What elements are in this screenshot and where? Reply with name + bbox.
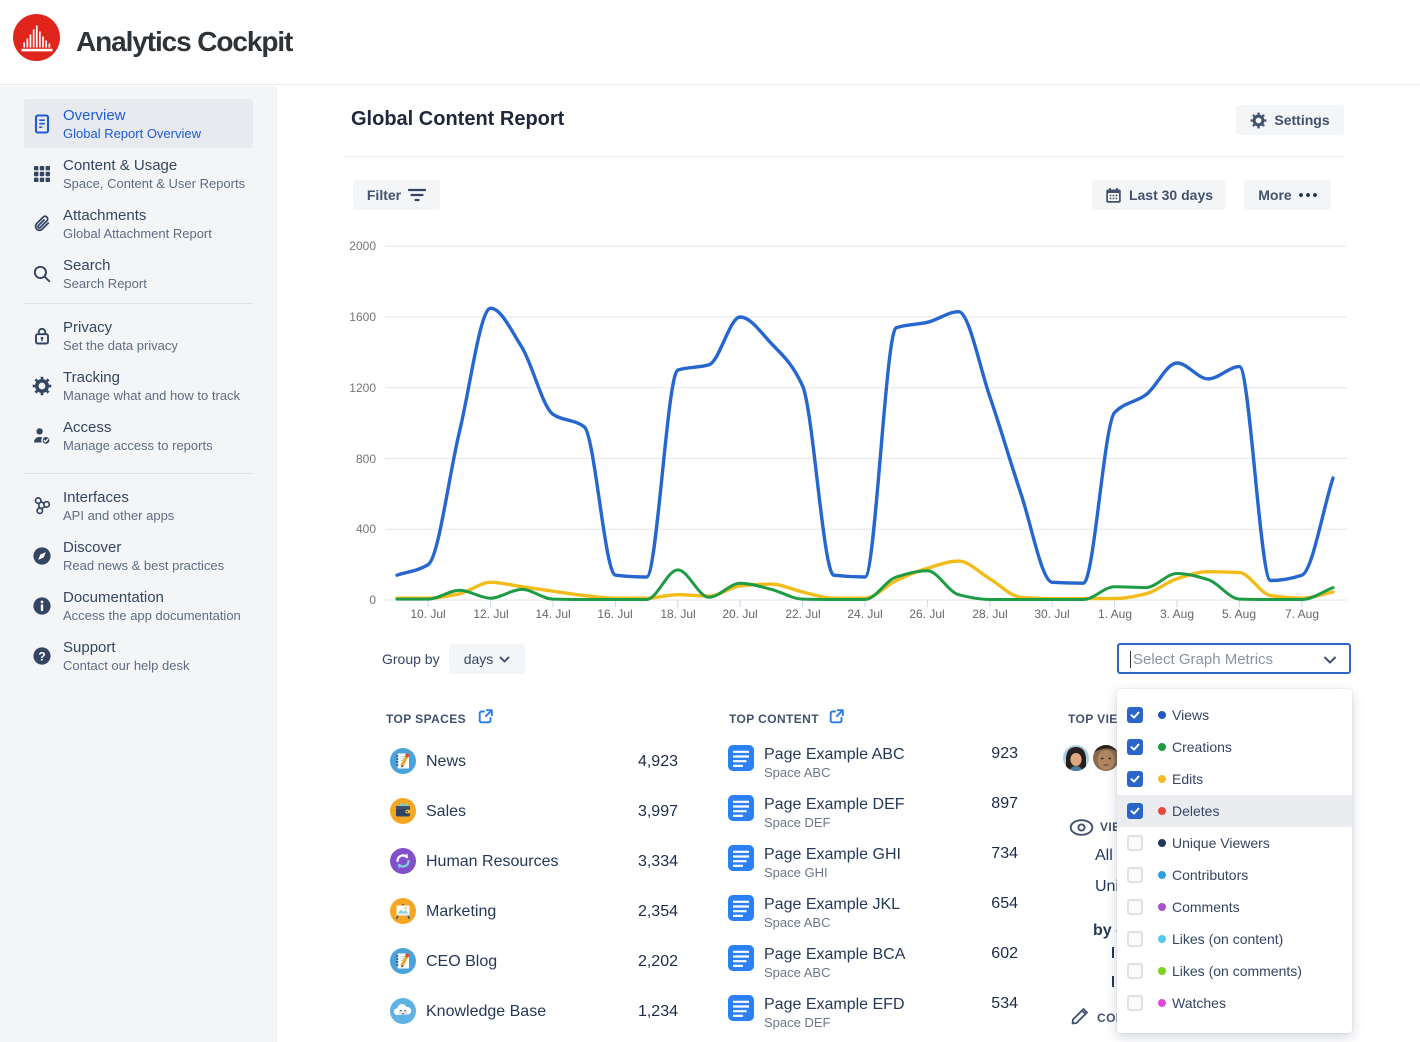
svg-text:?: ? [38, 649, 45, 663]
